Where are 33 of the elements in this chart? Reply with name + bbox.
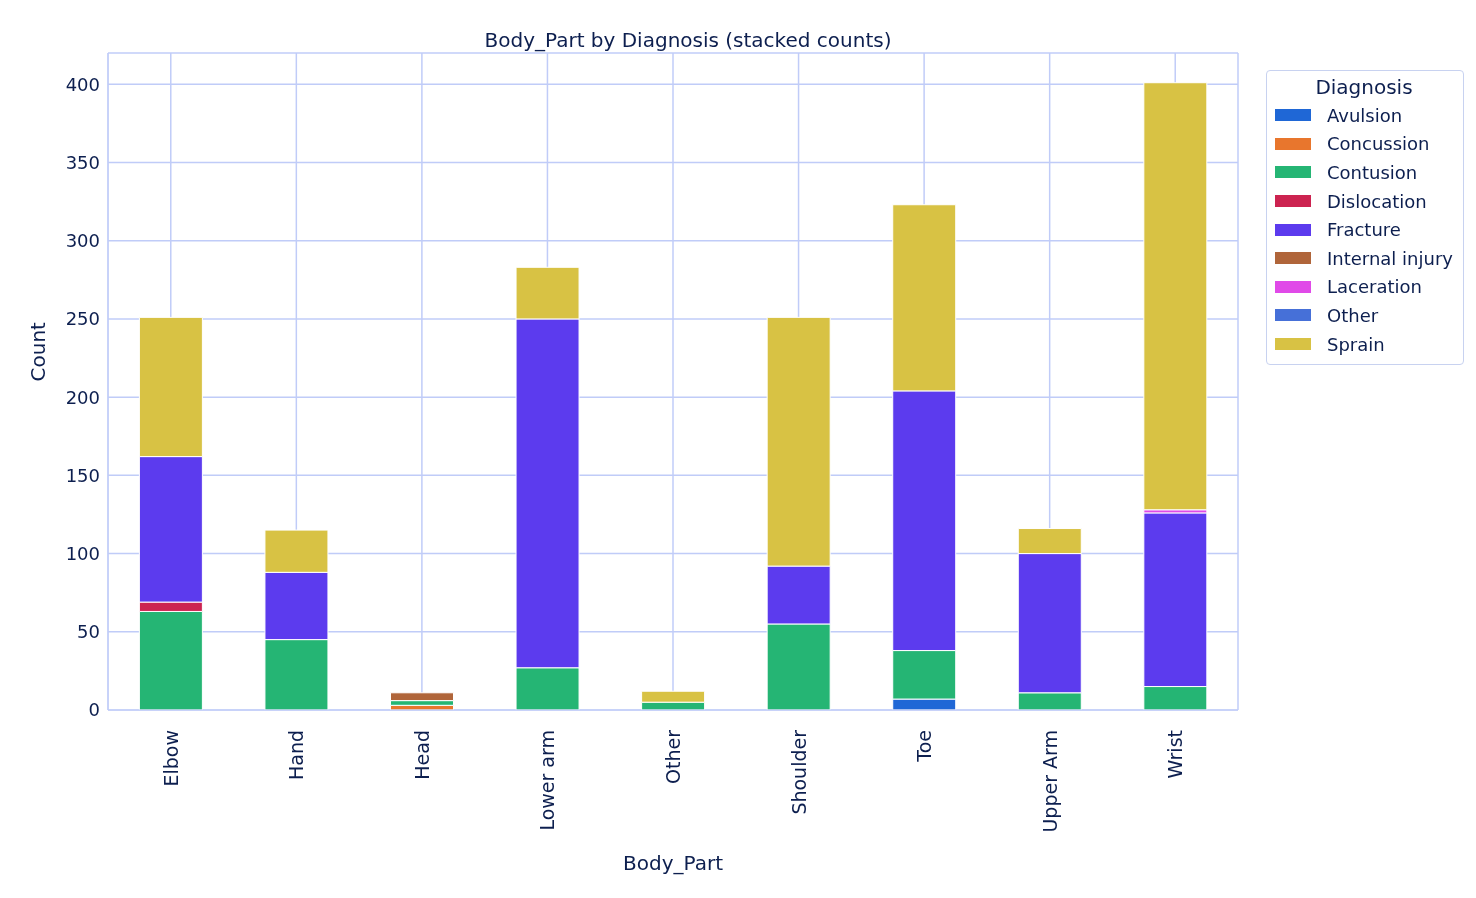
legend-label: Fracture (1327, 219, 1401, 241)
legend-label: Avulsion (1327, 104, 1403, 126)
x-tick-label: Elbow (159, 730, 182, 787)
legend-label: Dislocation (1327, 190, 1427, 212)
x-tick-label: Toe (913, 730, 936, 763)
legend-label: Internal injury (1327, 247, 1453, 269)
legend-label: Contusion (1327, 161, 1418, 183)
y-tick-label: 250 (65, 308, 100, 330)
y-axis-title: Count (26, 321, 51, 382)
x-tick-label: Wrist (1164, 730, 1187, 779)
x-tick-label: Other (662, 729, 684, 784)
chart-title: Body_Part by Diagnosis (stacked counts) (483, 28, 893, 52)
y-tick-label: 150 (65, 464, 100, 486)
legend-label: Sprain (1327, 333, 1385, 355)
x-tick-label: Upper Arm (1038, 730, 1061, 833)
legend-label: Concussion (1327, 133, 1430, 155)
bar (1143, 82, 1208, 511)
y-tick-label: 350 (65, 151, 100, 173)
x-tick-label: Hand (285, 730, 308, 781)
bar (390, 692, 454, 702)
x-tick-label: Shoulder (787, 729, 810, 815)
y-tick-label: 300 (65, 230, 100, 252)
y-tick-label: 0 (88, 699, 100, 721)
y-tick-label: 400 (65, 73, 100, 95)
legend-title: Diagnosis (1314, 75, 1414, 99)
y-tick-label: 50 (77, 621, 100, 643)
x-axis-title: Body_Part (623, 851, 724, 875)
legend-label: Other (1327, 304, 1379, 326)
y-tick-label: 200 (65, 386, 100, 408)
x-tick-label: Head (410, 730, 433, 780)
y-tick-label: 100 (65, 542, 100, 564)
x-tick-label: Lower arm (536, 730, 559, 831)
legend-label: Laceration (1327, 276, 1422, 298)
